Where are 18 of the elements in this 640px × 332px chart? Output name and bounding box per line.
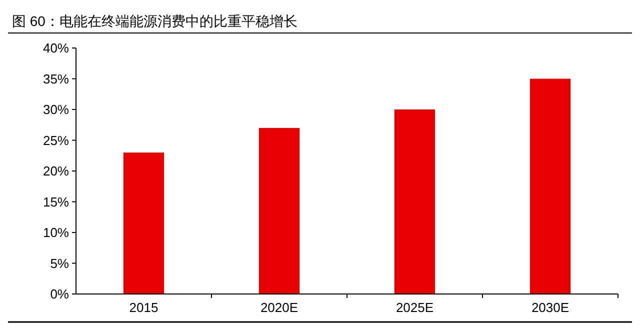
y-tick-label: 30%	[42, 102, 70, 118]
y-tick-label: 20%	[42, 164, 70, 179]
y-tick-label: 15%	[42, 194, 70, 210]
y-tick-label: 25%	[42, 132, 70, 148]
y-tick-label: 35%	[42, 71, 70, 86]
x-tick-label: 2025E	[396, 300, 434, 315]
bar	[530, 78, 571, 294]
y-tick-label: 0%	[50, 286, 70, 302]
x-tick-label: 2020E	[260, 300, 298, 315]
y-tick-label: 40%	[42, 40, 70, 56]
bar	[123, 152, 164, 294]
bar	[258, 128, 300, 294]
x-tick-label: 2015	[129, 300, 158, 315]
y-tick-label: 10%	[42, 225, 70, 240]
y-tick-label: 5%	[50, 256, 70, 271]
bar	[394, 110, 436, 294]
chart-title: 图 60：电能在终端能源消费中的比重平稳增长	[12, 13, 298, 29]
x-tick-label: 2030E	[531, 300, 570, 315]
